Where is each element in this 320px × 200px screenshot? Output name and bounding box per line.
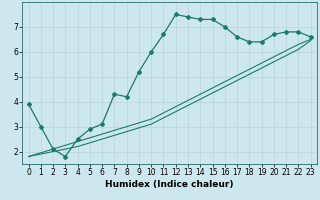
X-axis label: Humidex (Indice chaleur): Humidex (Indice chaleur)	[105, 180, 234, 189]
